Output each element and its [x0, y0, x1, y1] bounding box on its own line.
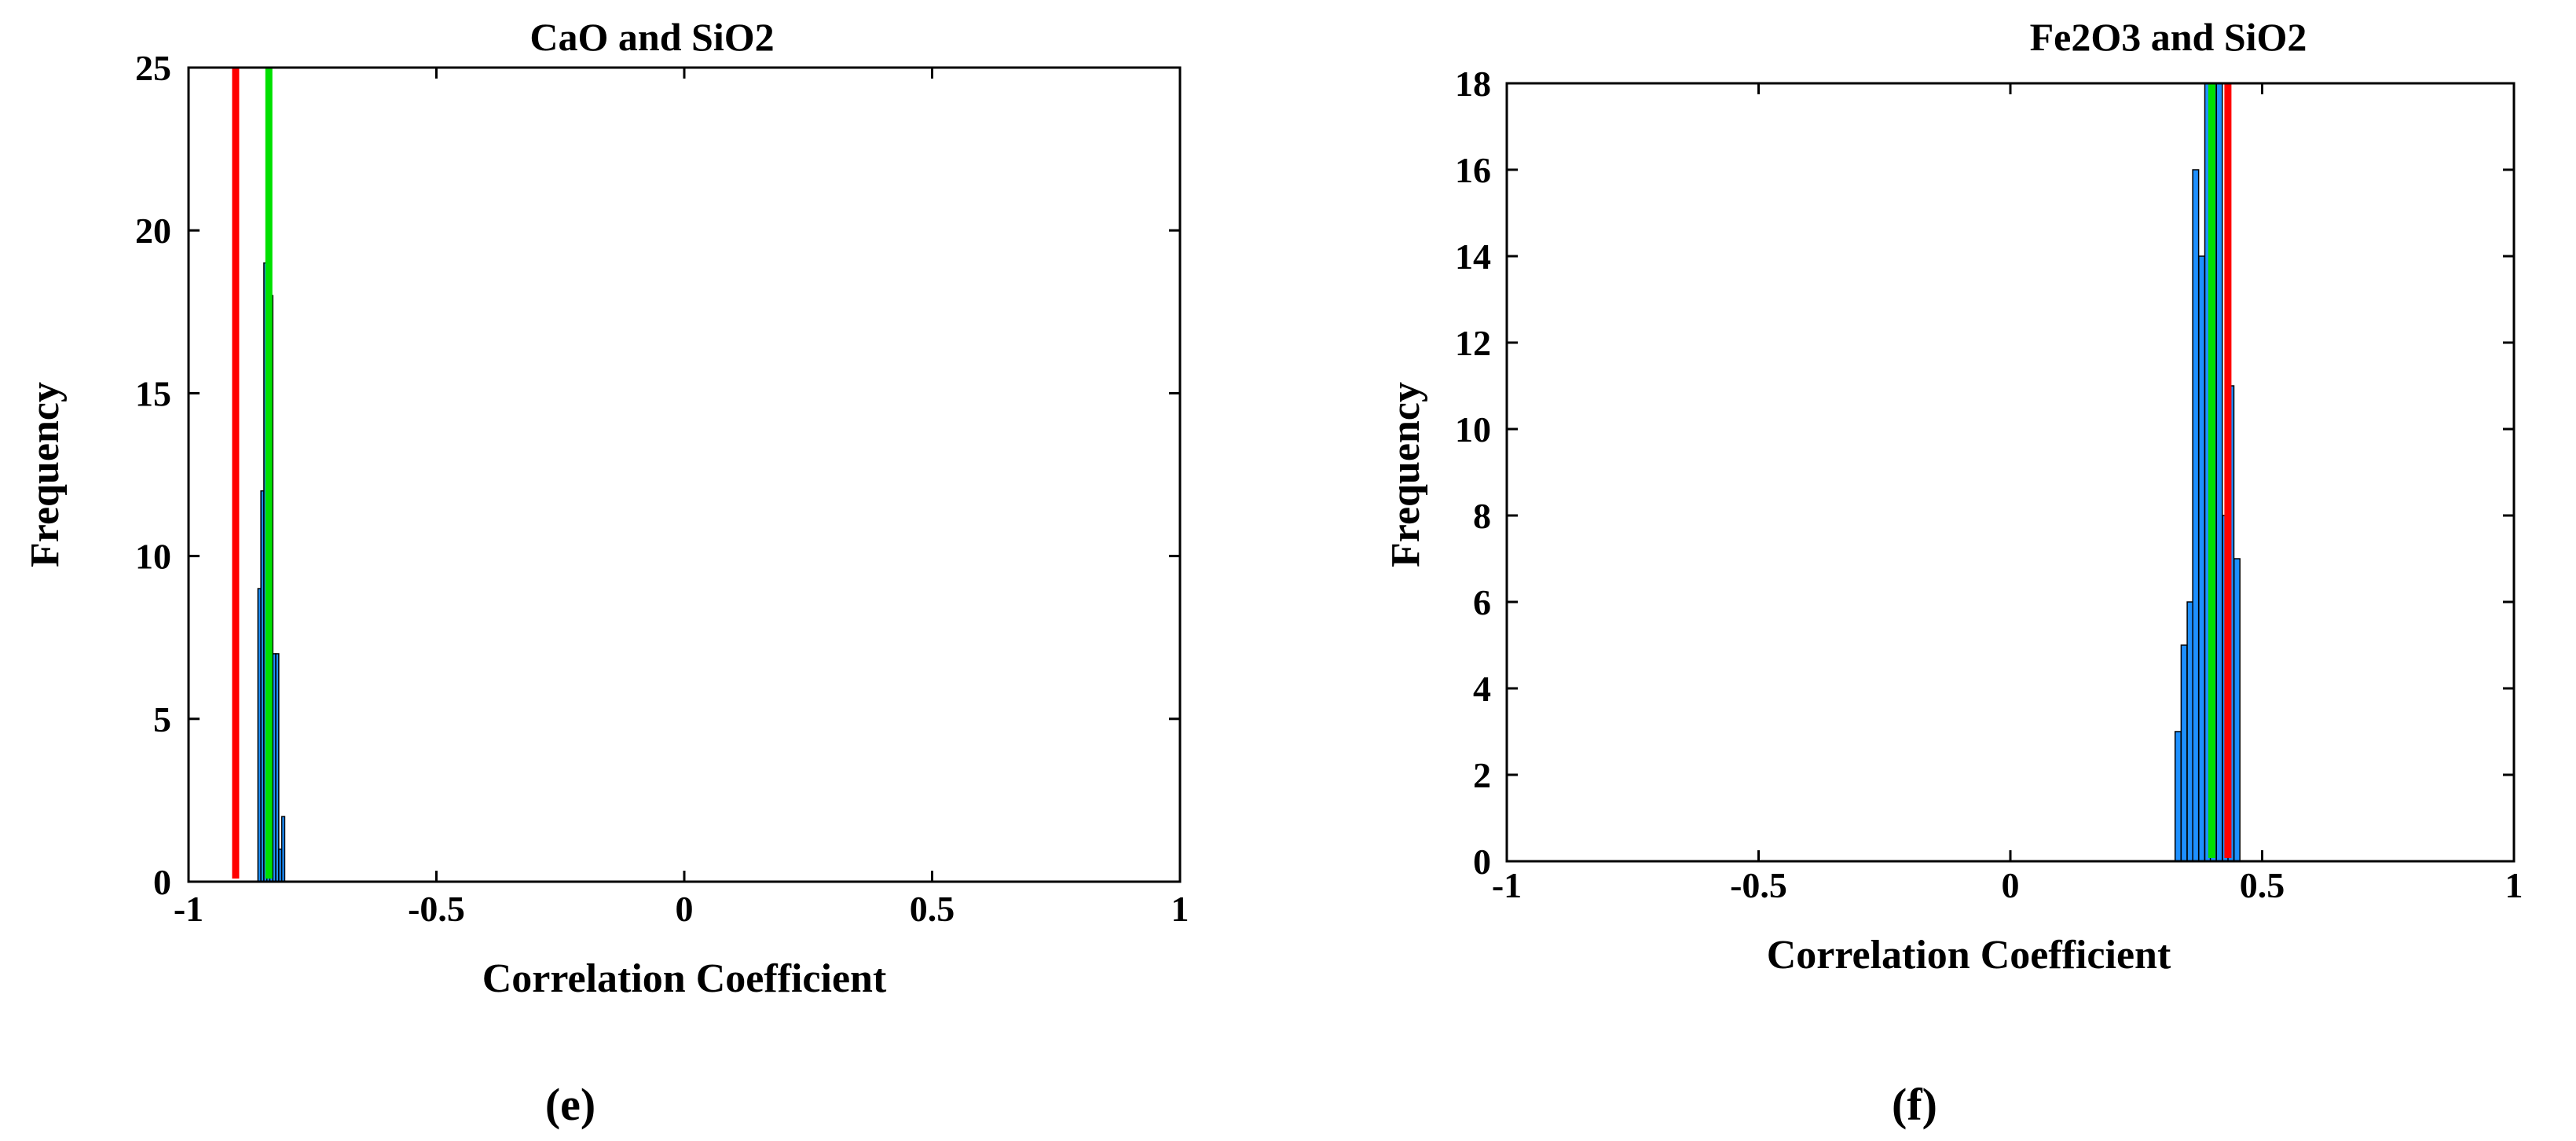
y-tick-label: 2: [1473, 755, 1491, 795]
y-tick-label: 14: [1455, 237, 1491, 277]
chart-title: Fe2O3 and SiO2: [2030, 15, 2307, 59]
histogram-bar: [2180, 644, 2188, 862]
plot-frame: [187, 66, 1182, 883]
histogram-bar: [2192, 169, 2200, 862]
reference-lines: [232, 68, 273, 879]
chart-cao-sio2: CaO and SiO2 0 5 10 15 20 25 -1 -0.5 0 0.5 1 Corr…: [23, 15, 1189, 1130]
y-tick-label: 6: [1473, 582, 1491, 622]
x-tick-label: 0.5: [910, 889, 955, 929]
x-tick-label: 0: [2002, 865, 2020, 905]
y-tick-label: 10: [135, 537, 171, 577]
x-tick-label: 1: [2505, 865, 2523, 905]
y-tick-label: 20: [135, 211, 171, 251]
y-tick-label: 18: [1455, 64, 1491, 104]
y-tick-label: 8: [1473, 496, 1491, 536]
histogram-bar: [280, 816, 286, 882]
chart-fe2o3-sio2: Fe2O3 and SiO2 0 2 4 6 8 10 12 14 16 18 -1 -0.5 0 0.…: [1383, 15, 2523, 1130]
panel-label: (e): [545, 1079, 595, 1130]
y-tick-label: 10: [1455, 409, 1491, 449]
reference-lines: [2208, 83, 2232, 858]
x-tick-label: 1: [1171, 889, 1189, 929]
histogram-bar: [275, 653, 280, 882]
x-axis-label: Correlation Coefficient: [1767, 933, 2171, 978]
y-axis-ticks: 0 2 4 6 8 10 12 14 16 18: [1455, 64, 2514, 882]
x-tick-label: -0.5: [1730, 865, 1787, 905]
y-tick-label: 4: [1473, 669, 1491, 709]
y-tick-label: 0: [153, 862, 171, 902]
y-tick-label: 25: [135, 48, 171, 88]
y-tick-label: 15: [135, 373, 171, 413]
chart-title: CaO and SiO2: [529, 15, 774, 59]
x-axis-ticks: -1 -0.5 0 0.5 1: [174, 68, 1189, 929]
x-tick-label: -1: [1492, 865, 1522, 905]
y-axis-label: Frequency: [1383, 382, 1428, 567]
histogram-bar: [2215, 83, 2223, 862]
x-tick-label: 0.5: [2240, 865, 2285, 905]
histogram-bar: [2233, 558, 2241, 862]
x-tick-label: 0: [676, 889, 694, 929]
x-axis-label: Correlation Coefficient: [482, 956, 887, 1001]
y-tick-label: 12: [1455, 323, 1491, 363]
x-tick-label: -1: [174, 889, 203, 929]
y-axis-ticks: 0 5 10 15 20 25: [135, 48, 1180, 902]
y-tick-label: 0: [1473, 842, 1491, 882]
x-axis-ticks: -1 -0.5 0 0.5 1: [1492, 83, 2523, 905]
y-tick-label: 16: [1455, 150, 1491, 190]
y-tick-label: 5: [153, 699, 171, 739]
x-tick-label: -0.5: [408, 889, 465, 929]
histogram-bar: [2174, 731, 2182, 862]
panel-label: (f): [1892, 1079, 1937, 1130]
plot-frame: [1505, 82, 2516, 863]
y-axis-label: Frequency: [23, 382, 68, 567]
histogram-bar: [2198, 255, 2206, 862]
